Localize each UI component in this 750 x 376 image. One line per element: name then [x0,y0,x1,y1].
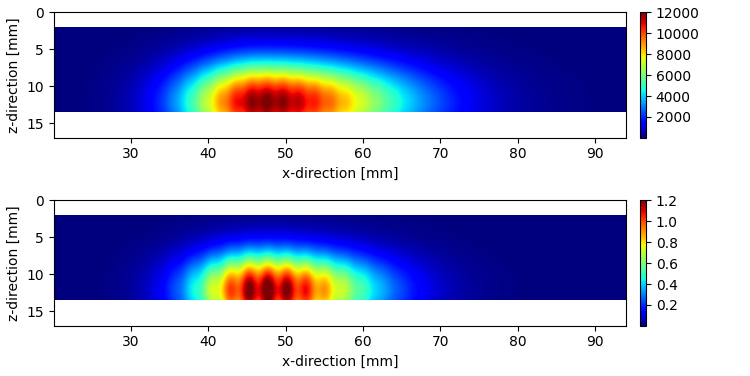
Y-axis label: z-direction [mm]: z-direction [mm] [7,205,21,321]
X-axis label: x-direction [mm]: x-direction [mm] [281,355,398,369]
Y-axis label: z-direction [mm]: z-direction [mm] [7,17,21,133]
X-axis label: x-direction [mm]: x-direction [mm] [281,167,398,181]
